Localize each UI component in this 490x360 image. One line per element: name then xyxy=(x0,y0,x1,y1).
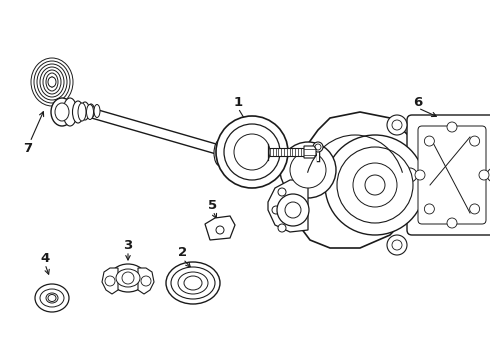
Ellipse shape xyxy=(171,267,215,299)
Polygon shape xyxy=(270,148,304,156)
Circle shape xyxy=(278,188,286,196)
Circle shape xyxy=(469,136,480,146)
Ellipse shape xyxy=(166,262,220,304)
Ellipse shape xyxy=(214,140,226,166)
Ellipse shape xyxy=(46,293,58,303)
Circle shape xyxy=(403,168,417,182)
Circle shape xyxy=(122,272,134,284)
Polygon shape xyxy=(205,216,235,240)
Circle shape xyxy=(392,120,402,130)
Circle shape xyxy=(278,224,286,232)
Ellipse shape xyxy=(48,294,56,302)
Ellipse shape xyxy=(178,272,208,294)
Circle shape xyxy=(479,170,489,180)
Ellipse shape xyxy=(80,102,90,120)
Ellipse shape xyxy=(230,142,240,162)
Circle shape xyxy=(105,276,115,286)
Polygon shape xyxy=(268,180,308,232)
FancyBboxPatch shape xyxy=(418,126,486,224)
Text: 2: 2 xyxy=(178,247,188,260)
Ellipse shape xyxy=(184,276,202,290)
Ellipse shape xyxy=(237,144,245,161)
Circle shape xyxy=(365,175,385,195)
Circle shape xyxy=(487,168,490,182)
Circle shape xyxy=(277,194,309,226)
Circle shape xyxy=(392,240,402,250)
Polygon shape xyxy=(138,268,154,294)
Text: 3: 3 xyxy=(123,239,133,252)
Ellipse shape xyxy=(73,101,83,123)
Circle shape xyxy=(313,142,323,152)
Circle shape xyxy=(469,204,480,214)
Ellipse shape xyxy=(116,269,140,287)
Circle shape xyxy=(234,134,270,170)
Circle shape xyxy=(280,142,336,198)
Circle shape xyxy=(216,226,224,234)
Circle shape xyxy=(447,218,457,228)
Circle shape xyxy=(415,170,425,180)
Polygon shape xyxy=(88,107,230,158)
Ellipse shape xyxy=(88,104,95,118)
Circle shape xyxy=(141,276,151,286)
Circle shape xyxy=(387,235,407,255)
Circle shape xyxy=(424,136,434,146)
Circle shape xyxy=(337,147,413,223)
Circle shape xyxy=(424,204,434,214)
Ellipse shape xyxy=(63,98,77,126)
Circle shape xyxy=(325,135,425,235)
Ellipse shape xyxy=(48,77,56,87)
Text: 1: 1 xyxy=(233,95,243,108)
FancyBboxPatch shape xyxy=(407,115,490,235)
Ellipse shape xyxy=(51,98,73,126)
Text: 4: 4 xyxy=(40,252,49,265)
Polygon shape xyxy=(304,146,316,158)
Ellipse shape xyxy=(40,289,64,307)
Circle shape xyxy=(387,115,407,135)
Circle shape xyxy=(285,202,301,218)
Polygon shape xyxy=(102,268,118,294)
Circle shape xyxy=(224,124,280,180)
Ellipse shape xyxy=(222,141,234,165)
Text: 5: 5 xyxy=(208,198,218,212)
Ellipse shape xyxy=(78,103,86,121)
Circle shape xyxy=(353,163,397,207)
Polygon shape xyxy=(290,112,415,248)
Circle shape xyxy=(447,122,457,132)
Circle shape xyxy=(216,116,288,188)
Text: 7: 7 xyxy=(24,141,32,154)
Circle shape xyxy=(272,206,280,214)
Text: 6: 6 xyxy=(414,95,422,108)
Ellipse shape xyxy=(87,104,94,120)
Ellipse shape xyxy=(35,284,69,312)
Ellipse shape xyxy=(55,103,69,121)
Ellipse shape xyxy=(110,264,146,292)
Ellipse shape xyxy=(31,58,73,106)
Circle shape xyxy=(290,152,326,188)
Circle shape xyxy=(315,144,321,150)
Ellipse shape xyxy=(94,104,100,117)
